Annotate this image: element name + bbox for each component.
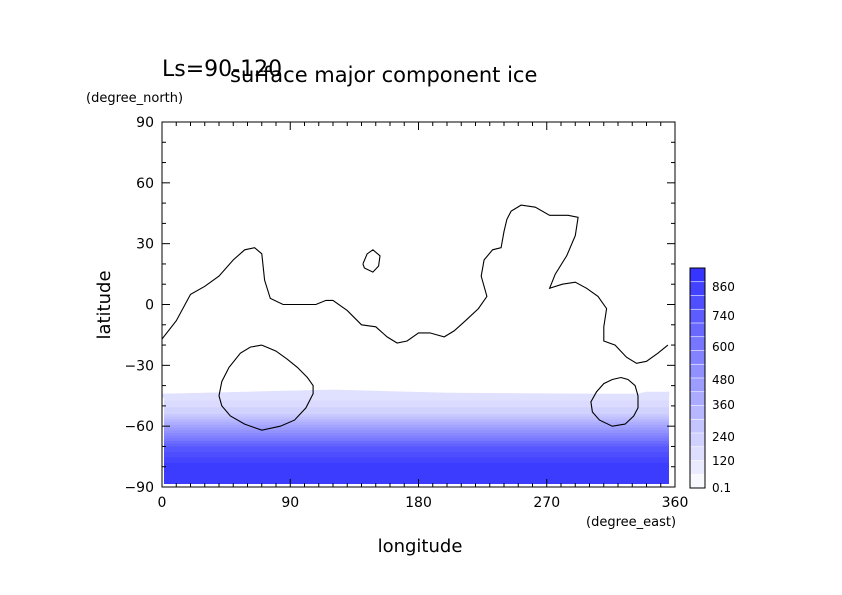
- ice-band: [164, 427, 669, 431]
- chart-subtitle: Ls=90-120: [162, 57, 282, 82]
- colorbar-segment: [690, 433, 705, 448]
- ice-band: [164, 474, 669, 484]
- colorbar-segment: [690, 460, 705, 475]
- ice-band: [164, 430, 669, 434]
- colorbar-segment: [690, 309, 705, 324]
- contour-layer: [162, 204, 669, 431]
- y-tick-label: 90: [136, 115, 154, 131]
- ice-edge: [162, 389, 670, 399]
- y-tick-label: −60: [124, 419, 154, 435]
- y-tick-label: −90: [124, 480, 154, 496]
- ice-band: [164, 457, 669, 464]
- ice-band: [164, 441, 669, 445]
- colorbar-segment: [690, 364, 705, 379]
- colorbar-label: 120: [712, 454, 735, 468]
- colorbar-segment: [690, 378, 705, 393]
- colorbar-label: 360: [712, 398, 735, 412]
- ice-band: [164, 470, 669, 476]
- colorbar-label: 860: [712, 280, 735, 294]
- ice-band: [164, 400, 669, 408]
- ice-band: [164, 432, 669, 437]
- ice-band: [164, 451, 669, 458]
- colorbar-segment: [690, 323, 705, 338]
- colorbar-segment: [690, 419, 705, 434]
- y-unit-label: (degree_north): [86, 91, 183, 106]
- colorbar-label: 600: [712, 340, 735, 354]
- ice-band: [164, 446, 669, 453]
- colorbar-segment: [690, 350, 705, 365]
- y-tick-label: 60: [136, 176, 154, 192]
- plot-axes: 0 90 180 270 360 90 60 30 0 −30 −60 −90: [124, 115, 688, 511]
- colorbar-segment: [690, 295, 705, 310]
- ice-band: [164, 416, 669, 420]
- contour-island: [362, 249, 381, 273]
- colorbar: 0.1 120 240 360 480 600 740 860: [689, 267, 735, 495]
- x-tick-label: 90: [281, 495, 299, 511]
- colorbar-segment: [690, 281, 705, 296]
- ice-band: [164, 466, 669, 472]
- colorbar-segment: [690, 391, 705, 406]
- ice-band: [164, 438, 669, 442]
- ice-band: [164, 435, 669, 439]
- y-tick-label: 30: [136, 237, 154, 253]
- colorbar-label: 480: [712, 373, 735, 387]
- ice-band: [164, 407, 669, 415]
- y-tick-label: 0: [145, 298, 154, 314]
- chart-title: surface major component ice: [230, 63, 537, 87]
- ice-band: [164, 419, 669, 423]
- x-tick-label: 0: [158, 495, 167, 511]
- contour-west-basin: [218, 344, 314, 431]
- y-tick-label: −30: [124, 358, 154, 374]
- colorbar-segment: [690, 336, 705, 351]
- colorbar-segment: [690, 446, 705, 461]
- x-tick-label: 270: [533, 495, 560, 511]
- x-axis-label: longitude: [378, 536, 463, 557]
- colorbar-label: 0.1: [712, 481, 731, 495]
- colorbar-segment: [690, 405, 705, 420]
- ice-band: [164, 414, 669, 418]
- ice-band: [164, 462, 669, 468]
- colorbar-label: 740: [712, 309, 735, 323]
- colorbar-segment: [690, 268, 705, 283]
- ice-band: [164, 443, 669, 447]
- x-tick-label: 360: [662, 495, 689, 511]
- x-tick-label: 180: [405, 495, 432, 511]
- contour-east-basin: [590, 376, 639, 427]
- colorbar-segment: [690, 474, 705, 489]
- x-unit-label: (degree_east): [586, 515, 676, 530]
- colorbar-label: 240: [712, 430, 735, 444]
- y-axis-label: latitude: [94, 270, 115, 339]
- ice-band: [164, 422, 669, 426]
- contour-continent: [162, 204, 669, 364]
- colorbar-frame: [689, 267, 706, 489]
- ice-band: [164, 424, 669, 429]
- ice-field: [162, 389, 670, 484]
